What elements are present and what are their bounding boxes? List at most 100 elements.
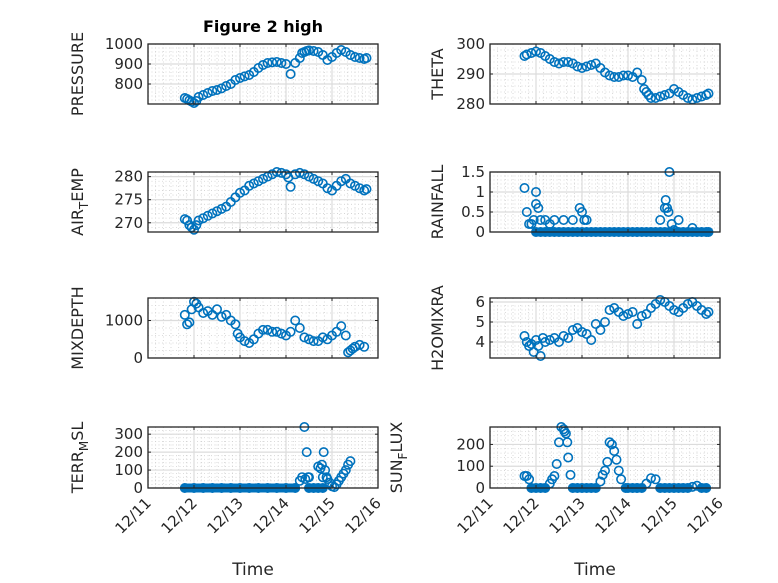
data-point: [576, 62, 587, 73]
data-point: [354, 52, 365, 63]
axes-box: [147, 297, 379, 359]
y-tick-label: 270: [114, 214, 143, 232]
y-tick-label: 200: [114, 443, 143, 461]
y-tick-label: 1.5: [461, 163, 485, 181]
data-point: [663, 207, 674, 218]
data-point: [602, 456, 613, 467]
data-point: [622, 308, 633, 319]
data-point: [230, 319, 241, 330]
data-point: [551, 458, 562, 469]
data-point: [235, 73, 246, 84]
subplot-pressure: 800 900 1000 PRESSURE Figure 2 high: [68, 17, 379, 116]
y-tick-label: 1: [475, 183, 485, 201]
data-point: [354, 339, 365, 350]
data-point: [530, 187, 541, 198]
data-point: [303, 45, 314, 56]
data-point: [558, 56, 569, 67]
data-point: [349, 341, 360, 352]
data-point: [299, 332, 310, 343]
data-point: [673, 215, 684, 226]
y-tick-label: 300: [456, 35, 485, 53]
y-tick-label: 1000: [105, 312, 143, 330]
data-point: [567, 324, 578, 335]
data-point: [336, 321, 347, 332]
axes-box: [489, 171, 721, 233]
data-point: [230, 75, 241, 86]
data-point: [576, 326, 587, 337]
data-point: [359, 341, 370, 352]
data-point: [198, 307, 209, 318]
data-point: [682, 298, 693, 309]
data-point: [285, 326, 296, 337]
data-point: [294, 167, 305, 178]
axes-box: [147, 43, 379, 105]
axes-box: [489, 297, 721, 359]
data-point: [650, 474, 661, 485]
data-point: [558, 215, 569, 226]
data-point: [701, 308, 712, 319]
data-point: [340, 465, 351, 476]
data-point: [535, 215, 546, 226]
y-tick-label: 6: [475, 293, 485, 311]
y-axis-label: TERRMSL: [68, 422, 91, 495]
data-point: [271, 326, 282, 337]
y-tick-label: 0.5: [461, 203, 485, 221]
subplot-mixdepth: 0 1000 MIXDEPTH: [68, 286, 379, 370]
y-tick-label: 200: [456, 435, 485, 453]
x-axis-label: Time: [231, 560, 274, 580]
data-point: [262, 57, 273, 68]
data-point: [257, 59, 268, 70]
data-point: [524, 474, 535, 485]
data-point: [616, 474, 627, 485]
data-point: [703, 306, 714, 317]
data-point: [519, 183, 530, 194]
data-point: [613, 72, 624, 83]
y-tick-label: 100: [114, 461, 143, 479]
y-axis-label: RAINFALL: [428, 165, 447, 240]
data-point: [276, 328, 287, 339]
data-point: [549, 470, 560, 481]
y-tick-label: 0: [475, 479, 485, 497]
data-point: [285, 69, 296, 80]
y-tick-label: 900: [114, 55, 143, 73]
data-point: [285, 181, 296, 192]
data-point: [622, 70, 633, 81]
data-series: [519, 46, 714, 105]
data-point: [604, 304, 615, 315]
data-point: [563, 332, 574, 343]
data-point: [645, 93, 656, 104]
data-point: [329, 482, 340, 493]
data-point: [184, 317, 195, 328]
data-point: [267, 57, 278, 68]
data-point: [618, 70, 629, 81]
data-point: [682, 93, 693, 104]
data-point: [655, 294, 666, 305]
axes-box: [489, 426, 721, 489]
data-point: [636, 75, 647, 86]
data-point: [267, 326, 278, 337]
data-point: [345, 456, 356, 467]
data-point: [599, 316, 610, 327]
data-point: [609, 445, 620, 456]
data-point: [345, 49, 356, 60]
data-series: [179, 44, 372, 109]
y-axis-label: H2OMIXRA: [428, 285, 447, 371]
data-point: [581, 61, 592, 72]
data-point: [179, 309, 190, 320]
data-point: [198, 90, 209, 101]
data-point: [627, 306, 638, 317]
data-point: [182, 319, 193, 330]
data-series: [179, 167, 372, 235]
data-point: [257, 324, 268, 335]
data-series: [519, 294, 714, 361]
y-tick-label: 280: [456, 95, 485, 113]
axes-box: [147, 171, 379, 233]
data-point: [599, 465, 610, 476]
data-point: [701, 90, 712, 101]
data-point: [595, 476, 606, 487]
y-tick-label: 0: [133, 349, 143, 367]
data-point: [604, 437, 615, 448]
data-point: [655, 215, 666, 226]
data-point: [521, 207, 532, 218]
data-point: [216, 311, 227, 322]
